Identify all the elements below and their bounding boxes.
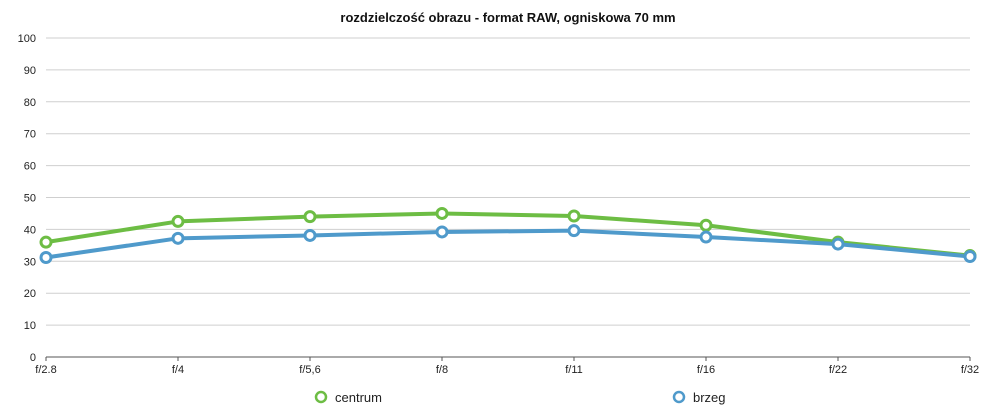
y-tick-label: 0 (30, 352, 36, 364)
y-tick-label: 90 (24, 65, 36, 77)
y-tick-label: 30 (24, 256, 36, 268)
data-point-centrum (699, 218, 713, 232)
x-tick-label: f/32 (961, 364, 979, 376)
y-tick-label: 40 (24, 224, 36, 236)
data-point-brzeg (963, 250, 977, 264)
gridlines (46, 37, 970, 358)
data-point-brzeg (435, 225, 449, 239)
x-axis: f/2.8 f/4 f/5,6 f/8 f/11 f/16 f/22 f/32 (35, 357, 979, 376)
data-point-brzeg (171, 231, 185, 245)
data-point-brzeg (567, 224, 581, 238)
data-point-brzeg (831, 237, 845, 251)
x-tick-label: f/2.8 (35, 364, 56, 376)
y-tick-label: 50 (24, 193, 36, 205)
x-tick-label: f/16 (697, 364, 715, 376)
data-point-centrum (39, 235, 53, 249)
legend-marker-centrum (314, 390, 328, 404)
y-tick-label: 70 (24, 129, 36, 141)
y-tick-label: 20 (24, 288, 36, 300)
chart-title: rozdzielczość obrazu - format RAW, ognis… (340, 10, 675, 25)
y-tick-label: 10 (24, 320, 36, 332)
series-line-brzeg (44, 228, 972, 260)
x-tick-label: f/4 (172, 364, 184, 376)
y-tick-label: 100 (18, 33, 36, 45)
y-axis: 0 10 20 30 40 50 60 70 80 90 100 (18, 33, 36, 364)
legend-label-centrum: centrum (335, 390, 382, 405)
y-tick-label: 80 (24, 97, 36, 109)
legend: centrum brzeg (314, 390, 726, 405)
series-line-centrum (44, 211, 972, 258)
y-tick-label: 60 (24, 161, 36, 173)
legend-label-brzeg: brzeg (693, 390, 726, 405)
series-group (39, 206, 977, 264)
data-point-brzeg (699, 230, 713, 244)
data-point-brzeg (303, 228, 317, 242)
data-point-brzeg (39, 250, 53, 264)
data-point-centrum (303, 210, 317, 224)
data-point-centrum (435, 206, 449, 220)
x-tick-label: f/5,6 (299, 364, 320, 376)
data-point-centrum (171, 214, 185, 228)
data-point-centrum (567, 209, 581, 223)
x-tick-label: f/22 (829, 364, 847, 376)
x-tick-label: f/8 (436, 364, 448, 376)
x-tick-label: f/11 (565, 364, 583, 376)
legend-marker-brzeg (672, 390, 686, 404)
